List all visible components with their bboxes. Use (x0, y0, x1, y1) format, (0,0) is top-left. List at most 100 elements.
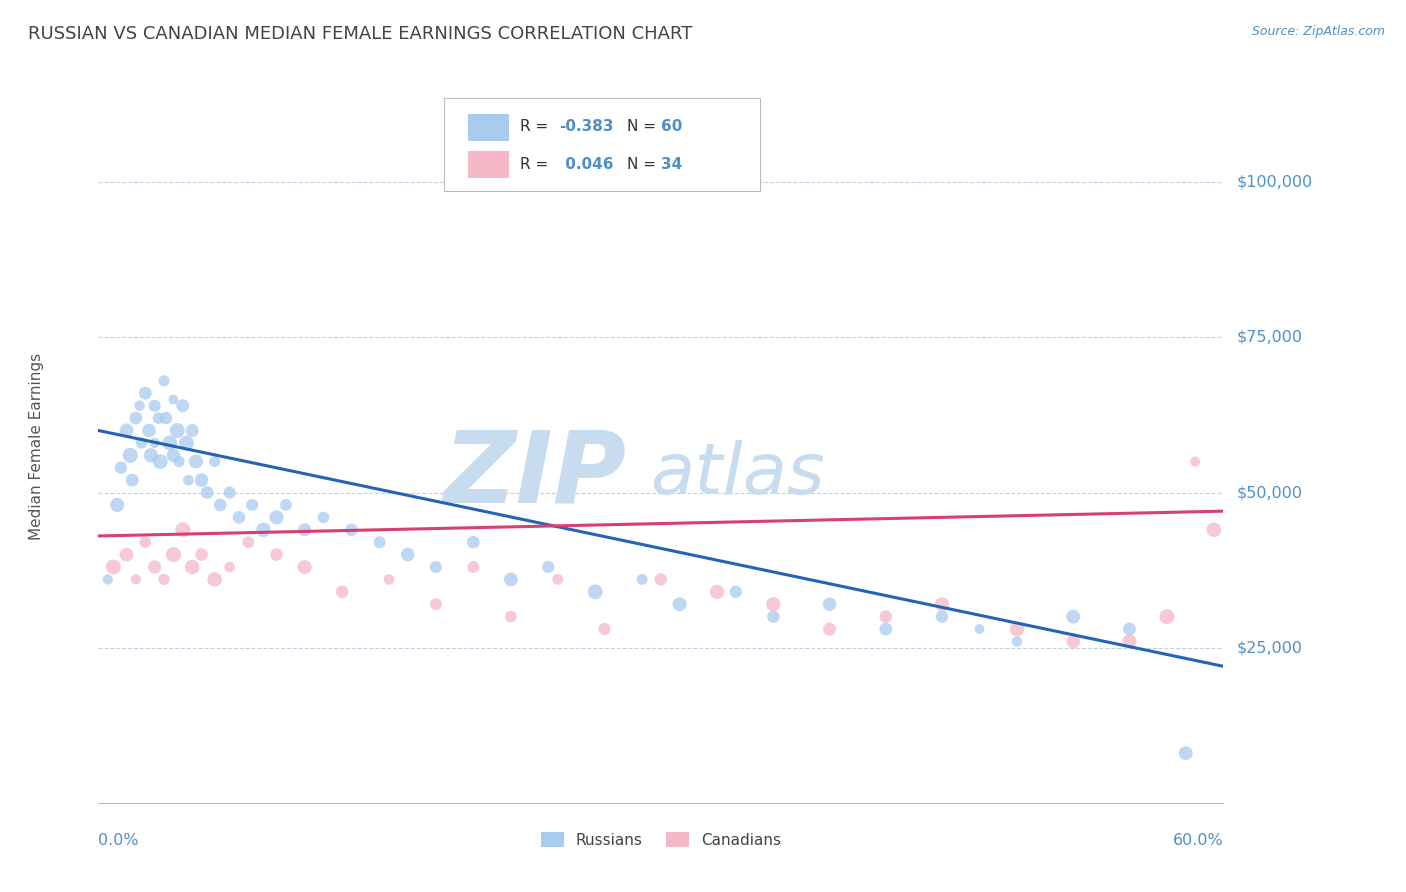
Point (463, 535, 485, 549)
Point (340, 523, 363, 537)
Text: $25,000: $25,000 (1237, 640, 1303, 655)
Text: $75,000: $75,000 (1237, 330, 1303, 345)
Point (162, 548, 184, 562)
Point (177, 473, 200, 487)
Point (139, 448, 162, 462)
Point (209, 498, 232, 512)
Point (125, 411, 148, 425)
Point (969, 622, 991, 636)
Point (184, 454, 207, 468)
Point (138, 424, 160, 438)
Text: ZIP: ZIP (444, 426, 627, 523)
Point (537, 560, 560, 574)
Point (818, 597, 841, 611)
Text: $50,000: $50,000 (1237, 485, 1303, 500)
Point (1005, 622, 1028, 636)
Point (121, 473, 143, 487)
Point (181, 560, 204, 574)
Point (204, 454, 226, 468)
Text: N =: N = (627, 119, 661, 134)
Point (378, 573, 401, 587)
Point (1062, 634, 1084, 648)
Point (1118, 622, 1140, 636)
Point (105, 498, 128, 512)
Point (176, 436, 198, 450)
Point (583, 584, 606, 599)
Point (294, 523, 316, 537)
Point (218, 560, 240, 574)
Text: $100,000: $100,000 (1237, 175, 1313, 190)
Point (149, 454, 172, 468)
Point (155, 411, 177, 425)
Point (190, 548, 212, 562)
Point (159, 436, 181, 450)
Text: R =: R = (520, 119, 554, 134)
Text: Source: ZipAtlas.com: Source: ZipAtlas.com (1251, 25, 1385, 38)
Point (131, 436, 153, 450)
Point (1174, 746, 1197, 760)
Point (143, 399, 166, 413)
Point (1184, 454, 1206, 468)
Point (143, 560, 166, 574)
Point (875, 609, 897, 624)
Text: atlas: atlas (650, 440, 824, 509)
Point (266, 510, 288, 524)
Point (134, 535, 156, 549)
Bar (468, 113, 509, 141)
Text: 60: 60 (661, 119, 682, 134)
Point (547, 573, 569, 587)
Point (162, 448, 184, 462)
Point (195, 485, 218, 500)
Text: 60.0%: 60.0% (1173, 833, 1223, 848)
Point (240, 498, 263, 512)
Point (134, 386, 156, 401)
Point (228, 510, 250, 524)
Text: 0.0%: 0.0% (98, 833, 139, 848)
Point (153, 374, 176, 388)
Point (1062, 609, 1084, 624)
Point (330, 584, 353, 599)
Point (1005, 634, 1028, 648)
Point (274, 498, 297, 512)
FancyBboxPatch shape (444, 98, 759, 191)
Point (148, 411, 170, 425)
Point (162, 392, 184, 407)
Point (110, 460, 132, 475)
Point (143, 436, 166, 450)
Bar (468, 152, 509, 178)
Point (294, 560, 316, 574)
Point (931, 597, 953, 611)
Point (1118, 634, 1140, 648)
Text: 34: 34 (661, 157, 682, 171)
Point (115, 424, 138, 438)
Text: R =: R = (520, 157, 554, 171)
Point (166, 424, 188, 438)
Point (818, 622, 841, 636)
Point (631, 573, 654, 587)
Point (706, 584, 728, 599)
Point (499, 609, 522, 624)
Point (125, 573, 148, 587)
Point (120, 448, 142, 462)
Point (181, 424, 204, 438)
Point (396, 548, 419, 562)
Text: Median Female Earnings: Median Female Earnings (30, 352, 44, 540)
Point (97, 573, 120, 587)
Point (103, 560, 125, 574)
Point (115, 548, 138, 562)
Point (425, 597, 447, 611)
Point (153, 573, 176, 587)
Point (425, 560, 447, 574)
Text: RUSSIAN VS CANADIAN MEDIAN FEMALE EARNINGS CORRELATION CHART: RUSSIAN VS CANADIAN MEDIAN FEMALE EARNIN… (28, 25, 693, 43)
Legend: Russians, Canadians: Russians, Canadians (534, 825, 787, 854)
Point (218, 485, 240, 500)
Point (762, 609, 785, 624)
Point (668, 597, 690, 611)
Point (499, 573, 522, 587)
Point (1156, 609, 1178, 624)
Point (252, 523, 274, 537)
Point (312, 510, 335, 524)
Point (204, 573, 226, 587)
Point (368, 535, 391, 549)
Point (167, 454, 190, 468)
